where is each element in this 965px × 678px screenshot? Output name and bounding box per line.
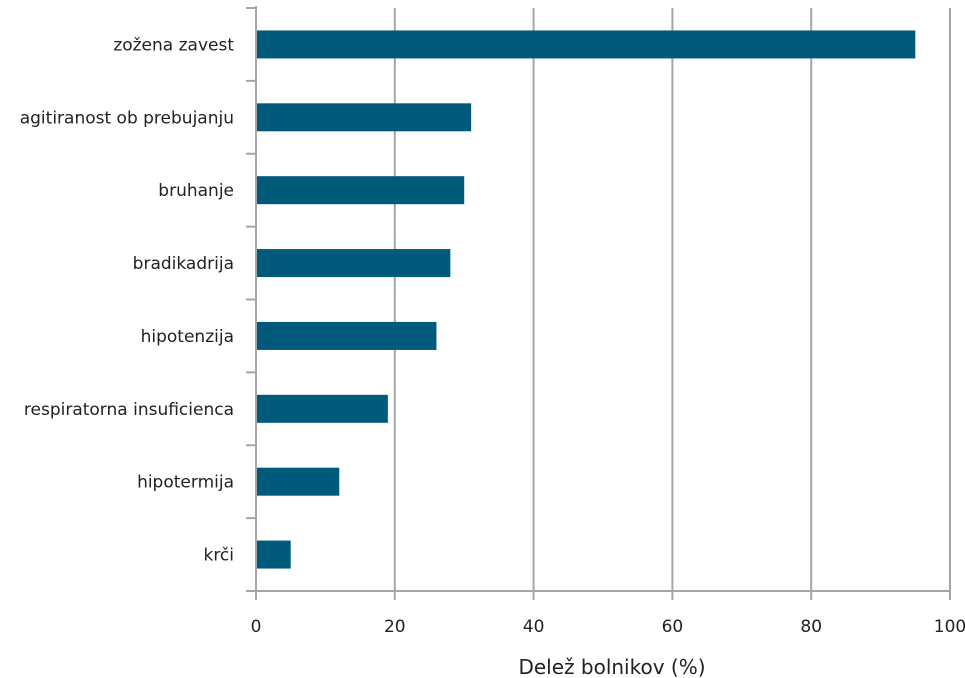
category-label: hipotenzija (141, 327, 234, 347)
category-label: zožena zavest (113, 35, 234, 55)
category-label: bruhanje (158, 181, 234, 201)
category-label: agitiranost ob prebujanju (20, 108, 234, 128)
bar-5 (256, 394, 388, 423)
axes (246, 6, 951, 600)
bar-4 (256, 321, 437, 350)
x-tick-label: 100 (934, 617, 965, 637)
category-labels: zožena zavest agitiranost ob prebujanju br… (20, 35, 235, 565)
x-tick-labels: 0 20 40 60 80 100 (251, 617, 965, 637)
bar-1 (256, 103, 472, 132)
x-tick-label: 0 (251, 617, 262, 637)
bar-0 (256, 30, 916, 59)
bar-6 (256, 467, 340, 496)
bar-3 (256, 249, 451, 278)
category-label: bradikadrija (133, 254, 234, 274)
category-label: hipotermija (137, 473, 234, 493)
x-tick-label: 40 (523, 617, 545, 637)
bars (256, 30, 916, 569)
bar-2 (256, 176, 465, 205)
bar-7 (256, 540, 291, 569)
x-tick-label: 80 (800, 617, 822, 637)
grid-lines (393, 8, 951, 591)
x-axis-title: Delež bolnikov (%) (518, 655, 705, 678)
x-tick-label: 20 (384, 617, 406, 637)
category-label: respiratorna insuficienca (24, 400, 234, 420)
category-label: krči (203, 546, 234, 566)
x-tick-label: 60 (662, 617, 684, 637)
